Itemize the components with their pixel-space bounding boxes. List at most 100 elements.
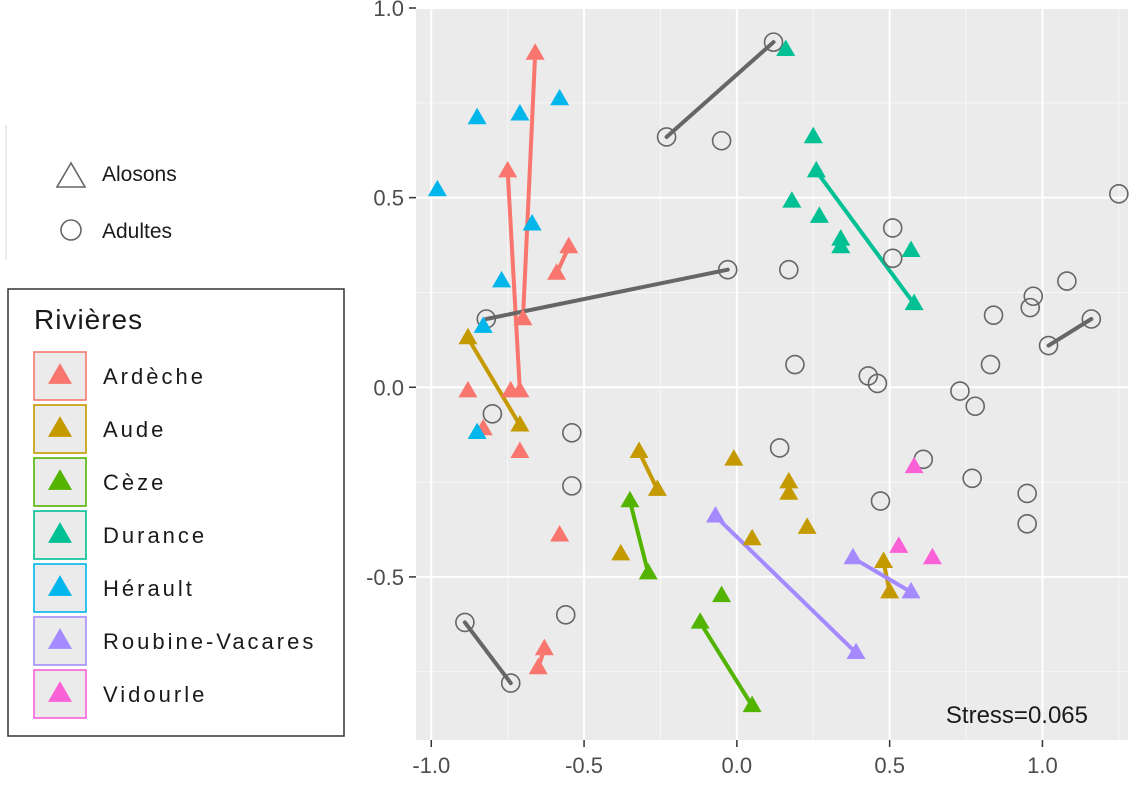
alosons-point bbox=[550, 524, 570, 542]
x-tick-label: -0.5 bbox=[565, 753, 603, 778]
connection-line bbox=[713, 514, 859, 655]
adult-point bbox=[562, 422, 582, 443]
alosons-point bbox=[513, 308, 533, 326]
panel-background bbox=[416, 8, 1128, 740]
adult-point bbox=[763, 32, 784, 52]
adult-point bbox=[980, 354, 1001, 375]
adult-point bbox=[482, 404, 503, 424]
adult-point bbox=[1081, 309, 1102, 329]
x-tick-label: 1.0 bbox=[1027, 753, 1058, 778]
y-tick-label: 1.0 bbox=[373, 0, 404, 21]
points bbox=[427, 32, 1129, 713]
connection-line bbox=[850, 555, 914, 595]
alosons-point bbox=[843, 547, 863, 565]
adult-point bbox=[983, 305, 1004, 326]
legend-label: Aude bbox=[103, 417, 166, 442]
y-tick-label: -0.5 bbox=[366, 565, 404, 590]
alosons-point bbox=[550, 88, 570, 106]
legend-label: Durance bbox=[103, 523, 207, 548]
alosons-point bbox=[880, 581, 900, 599]
adult-point bbox=[1109, 184, 1129, 204]
axes: -1.0 -0.5 0.0 0.5 1.0 -0.5 0.0 0.5 1.0 bbox=[366, 0, 1058, 778]
alosons-point bbox=[510, 415, 530, 432]
adult-point bbox=[1038, 335, 1059, 356]
legend-key bbox=[33, 616, 87, 666]
connection-line bbox=[814, 169, 917, 306]
y-tick-label: 0.5 bbox=[373, 186, 404, 211]
alosons-point bbox=[611, 543, 631, 561]
triangle-icon bbox=[55, 161, 87, 188]
adult-point bbox=[882, 218, 903, 238]
connection-line bbox=[462, 620, 513, 686]
adult-point bbox=[870, 491, 891, 511]
alosons-point bbox=[724, 449, 744, 466]
legend-label: Hérault bbox=[103, 576, 195, 601]
adult-point bbox=[1017, 514, 1037, 534]
shape-legend-adultes: Adultes bbox=[102, 220, 172, 243]
alosons-point bbox=[498, 160, 518, 178]
alosons-point bbox=[528, 657, 548, 675]
alosons-point bbox=[874, 551, 894, 568]
legend-triangle-icon bbox=[48, 363, 72, 384]
alosons-point bbox=[742, 695, 762, 713]
connection-line bbox=[627, 499, 651, 576]
adult-point bbox=[1020, 297, 1041, 318]
adult-point bbox=[950, 381, 970, 401]
legend-label: Cèze bbox=[103, 470, 166, 495]
alosons-point bbox=[779, 471, 799, 489]
color-legend: Rivières Ardèche Aude Cèze Durance Hérault Ro… bbox=[7, 288, 345, 737]
alosons-point bbox=[922, 547, 942, 565]
adult-point bbox=[711, 130, 732, 151]
alosons-point bbox=[806, 160, 826, 178]
alosons-point bbox=[467, 107, 487, 125]
legend-title: Rivières bbox=[34, 304, 143, 335]
stress-annotation: Stress=0.065 bbox=[946, 702, 1088, 729]
alosons-point bbox=[803, 126, 823, 144]
adult-point bbox=[962, 468, 982, 489]
adult-point bbox=[656, 127, 677, 147]
legend-key bbox=[33, 563, 87, 613]
connection-line bbox=[520, 51, 538, 322]
legend-label: Vidourle bbox=[103, 682, 207, 707]
adult-point bbox=[500, 673, 521, 693]
alosons-point bbox=[782, 191, 802, 208]
alosons-point bbox=[525, 43, 545, 60]
adult-point bbox=[1057, 271, 1077, 291]
connections bbox=[462, 40, 1094, 708]
alosons-point bbox=[846, 642, 866, 660]
alosons-point bbox=[458, 380, 478, 398]
legend-label: Ardèche bbox=[103, 364, 206, 389]
alosons-point bbox=[458, 327, 478, 345]
legend-triangle-icon bbox=[48, 522, 72, 543]
alosons-point bbox=[712, 585, 732, 603]
alosons-point bbox=[510, 441, 530, 459]
alosons-point bbox=[809, 206, 829, 223]
adult-point bbox=[562, 476, 582, 496]
alosons-point bbox=[492, 270, 512, 288]
adult-point bbox=[555, 605, 576, 625]
connection-line bbox=[484, 267, 730, 322]
alosons-point bbox=[831, 236, 851, 254]
adult-point bbox=[1017, 483, 1037, 504]
alosons-point bbox=[467, 422, 487, 440]
connection-line bbox=[465, 335, 522, 428]
alosons-point bbox=[559, 236, 579, 254]
alosons-point bbox=[620, 490, 640, 508]
adult-point bbox=[785, 354, 805, 375]
legend-key bbox=[33, 457, 87, 507]
alosons-point bbox=[638, 562, 658, 580]
connection-line bbox=[664, 40, 776, 139]
alosons-point bbox=[705, 506, 725, 523]
alosons-point bbox=[901, 240, 921, 257]
x-tick-label: 0.5 bbox=[874, 753, 905, 778]
alosons-point bbox=[742, 528, 762, 546]
alosons-point bbox=[510, 380, 530, 398]
shape-legend: Alosons Adultes bbox=[5, 125, 177, 260]
legend-triangle-icon bbox=[48, 575, 72, 596]
adult-point bbox=[965, 396, 986, 417]
alosons-point bbox=[510, 103, 530, 121]
adult-point bbox=[882, 248, 903, 269]
alosons-point bbox=[776, 39, 796, 56]
alosons-point bbox=[534, 638, 554, 656]
alosons-point bbox=[473, 316, 493, 333]
